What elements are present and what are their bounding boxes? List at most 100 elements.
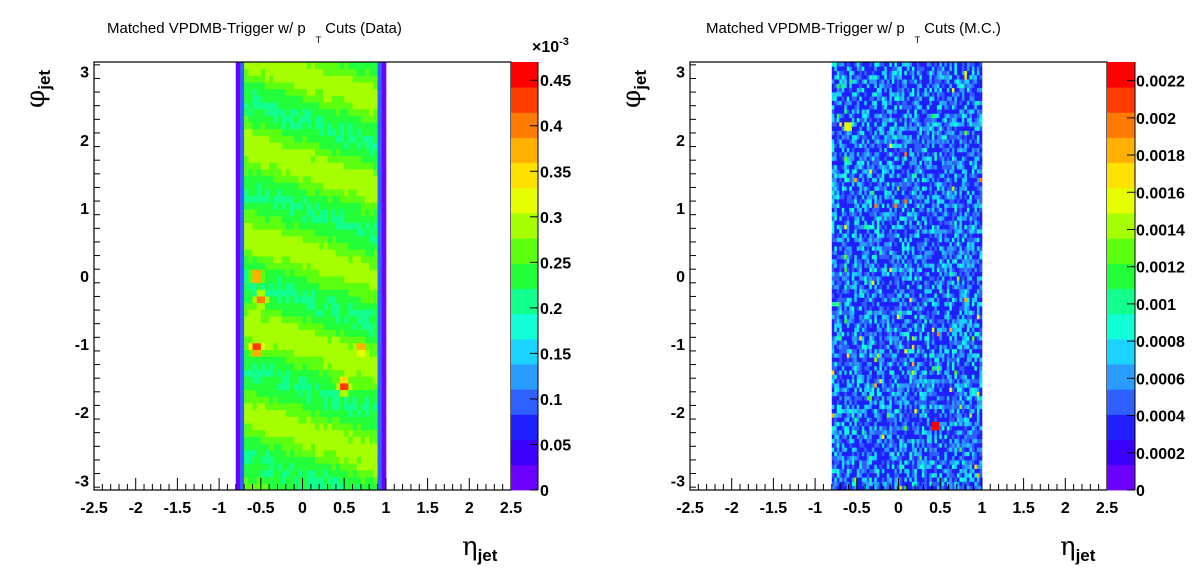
heatmap-cell xyxy=(360,169,366,177)
heatmap-cell xyxy=(869,408,873,414)
heatmap-cell xyxy=(884,391,888,397)
heatmap-cell xyxy=(884,228,888,234)
heatmap-cell xyxy=(831,464,835,469)
heatmap-cell xyxy=(846,310,850,315)
heatmap-cell xyxy=(851,151,855,157)
heatmap-cell xyxy=(260,483,266,491)
heatmap-cell xyxy=(269,483,274,491)
heatmap-cell xyxy=(866,104,870,110)
heatmap-cell xyxy=(876,121,880,127)
heatmap-cell xyxy=(306,195,312,203)
heatmap-cell xyxy=(871,104,875,110)
heatmap-cell xyxy=(874,143,878,148)
heatmap-cell xyxy=(252,249,258,257)
heatmap-cell xyxy=(886,400,890,405)
heatmap-cell xyxy=(306,409,312,417)
heatmap-cell xyxy=(248,255,253,264)
heatmap-cell xyxy=(256,316,262,324)
heatmap-cell xyxy=(248,162,253,170)
heatmap-cell xyxy=(319,483,324,491)
heatmap-cell xyxy=(327,155,333,163)
heatmap-cell xyxy=(839,374,843,380)
heatmap-cell xyxy=(844,438,848,444)
heatmap-cell xyxy=(871,378,875,384)
heatmap-cell xyxy=(381,356,387,364)
heatmap-cell xyxy=(302,148,308,157)
heatmap-cell xyxy=(859,374,863,380)
heatmap-cell xyxy=(281,62,287,70)
heatmap-cell xyxy=(319,443,324,451)
heatmap-cell xyxy=(252,349,258,357)
heatmap-cell xyxy=(849,216,853,221)
heatmap-cell xyxy=(861,421,865,427)
heatmap-cell xyxy=(844,228,848,234)
heatmap-cell xyxy=(335,122,341,130)
heatmap-cell xyxy=(340,389,345,397)
heatmap-cell xyxy=(239,235,245,243)
heatmap-cell xyxy=(285,329,291,337)
heatmap-cell xyxy=(856,455,860,461)
heatmap-cell xyxy=(876,113,880,119)
heatmap-cell xyxy=(859,250,863,255)
heatmap-cell xyxy=(260,229,266,237)
heatmap-cell xyxy=(381,449,387,457)
heatmap-cell xyxy=(886,301,890,307)
heatmap-cell xyxy=(323,255,328,264)
color-scale-band xyxy=(511,263,538,289)
heatmap-cell xyxy=(298,202,303,210)
heatmap-cell xyxy=(244,356,249,364)
heatmap-cell xyxy=(310,128,316,136)
heatmap-cell xyxy=(344,189,349,197)
heatmap-cell xyxy=(298,262,303,270)
heatmap-cell xyxy=(340,115,345,123)
heatmap-cell xyxy=(884,258,888,264)
heatmap-cell xyxy=(881,62,885,67)
heatmap-cell xyxy=(260,282,266,290)
heatmap-cell xyxy=(369,423,374,431)
heatmap-cell xyxy=(874,169,878,174)
heatmap-cell xyxy=(836,288,840,294)
heatmap-cell xyxy=(894,425,898,431)
heatmap-cell xyxy=(859,280,863,285)
heatmap-cell xyxy=(348,309,353,317)
heatmap-cell xyxy=(285,142,291,150)
heatmap-cell xyxy=(315,189,320,197)
heatmap-cell xyxy=(289,142,295,150)
heatmap-cell xyxy=(839,173,843,178)
heatmap-cell xyxy=(881,198,885,204)
heatmap-cell xyxy=(841,327,845,333)
heatmap-cell xyxy=(289,409,295,417)
heatmap-cell xyxy=(879,378,883,384)
heatmap-cell xyxy=(344,249,349,257)
heatmap-cell xyxy=(298,108,303,116)
heatmap-cell xyxy=(894,318,898,324)
heatmap-cell xyxy=(836,147,840,153)
heatmap-cell xyxy=(866,113,870,119)
heatmap-cell xyxy=(849,228,853,234)
heatmap-cell xyxy=(884,220,888,226)
heatmap-cell xyxy=(841,267,845,273)
heatmap-cell xyxy=(881,340,885,345)
heatmap-cell xyxy=(331,403,337,411)
heatmap-cell xyxy=(836,228,840,234)
heatmap-cell xyxy=(856,224,860,230)
heatmap-cell xyxy=(285,389,291,397)
heatmap-cell xyxy=(235,376,241,384)
heatmap-cell xyxy=(839,408,843,414)
heatmap-cell xyxy=(871,305,875,311)
heatmap-cell xyxy=(373,342,378,350)
heatmap-cell xyxy=(861,314,865,320)
heatmap-cell xyxy=(874,130,878,136)
heatmap-cell xyxy=(289,309,295,317)
heatmap-cell xyxy=(834,383,838,388)
heatmap-cell xyxy=(876,357,880,362)
heatmap-cell xyxy=(836,241,840,247)
heatmap-cell xyxy=(344,469,349,478)
heatmap-cell xyxy=(871,126,875,131)
heatmap-cell xyxy=(294,436,299,444)
heatmap-cell xyxy=(315,242,320,250)
heatmap-cell xyxy=(365,175,370,183)
heatmap-cell xyxy=(273,476,278,484)
heatmap-cell xyxy=(836,83,840,89)
heatmap-cell xyxy=(319,102,324,110)
